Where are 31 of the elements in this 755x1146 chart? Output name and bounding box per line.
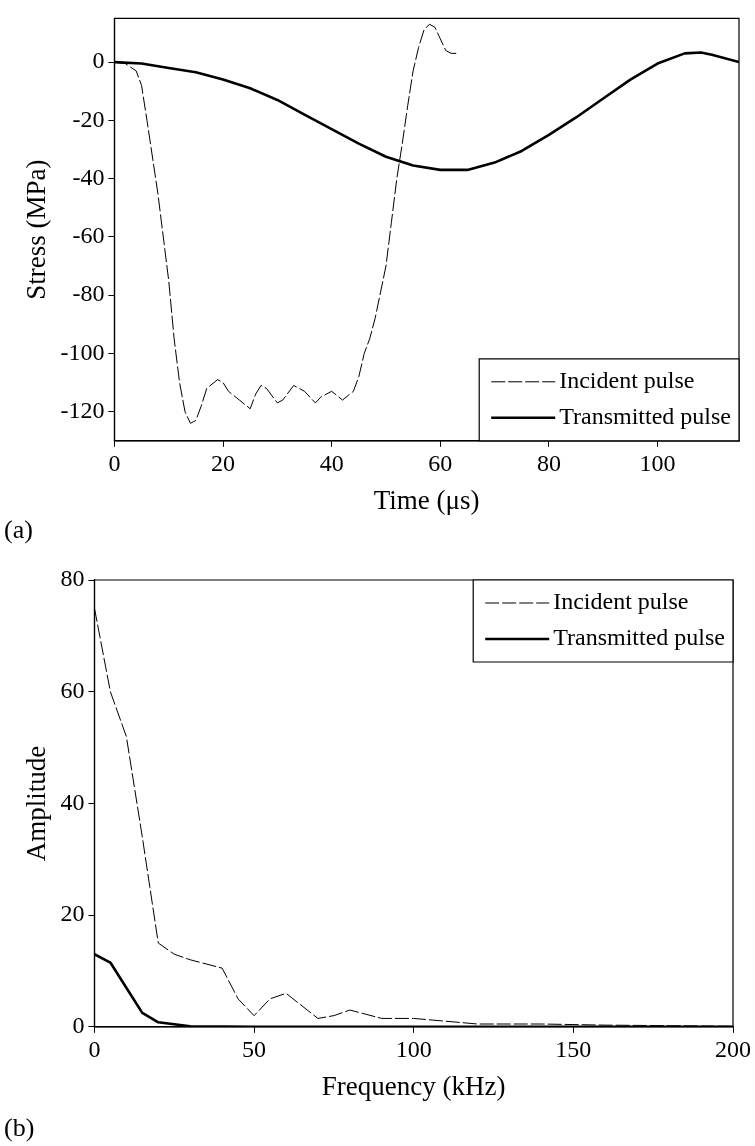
y-tick-label: 40 (60, 788, 85, 815)
legend-label: Transmitted pulse (553, 624, 726, 651)
x-tick-label: 60 (428, 450, 453, 477)
text: (b) (4, 1112, 35, 1142)
y-tick-label: -120 (60, 396, 105, 423)
y-tick-label: 60 (60, 677, 85, 703)
x-tick-label: 50 (242, 1036, 267, 1063)
legend-label: Incident pulse (553, 588, 689, 615)
y-axis-title: Amplitude (21, 745, 52, 862)
y-tick-label: -80 (72, 280, 105, 307)
y-tick-label: -60 (72, 222, 105, 249)
x-tick-label: 40 (319, 450, 344, 477)
y-axis-title: Stress (MPa) (21, 159, 52, 300)
x-axis-title: Time (μs) (373, 484, 480, 515)
x-tick-label: 150 (555, 1036, 592, 1063)
x-tick-label: 100 (395, 1036, 432, 1063)
legend-label: Transmitted pulse (559, 403, 732, 430)
y-tick-label: 20 (60, 900, 85, 927)
y-tick-label: -20 (72, 105, 105, 132)
text: (a) (4, 514, 33, 544)
x-axis-title: Frequency (kHz) (321, 1070, 506, 1101)
x-tick-label: 20 (211, 450, 236, 477)
x-tick-label: 100 (639, 450, 676, 477)
legend-label: Incident pulse (559, 367, 695, 394)
y-tick-label: -40 (72, 163, 105, 190)
x-tick-label: 80 (536, 450, 561, 477)
y-tick-label: 0 (72, 1012, 85, 1039)
x-tick-label: 200 (715, 1036, 751, 1063)
y-tick-label: 80 (60, 565, 85, 592)
y-tick-label: 0 (92, 47, 105, 74)
y-tick-label: -100 (60, 338, 105, 365)
